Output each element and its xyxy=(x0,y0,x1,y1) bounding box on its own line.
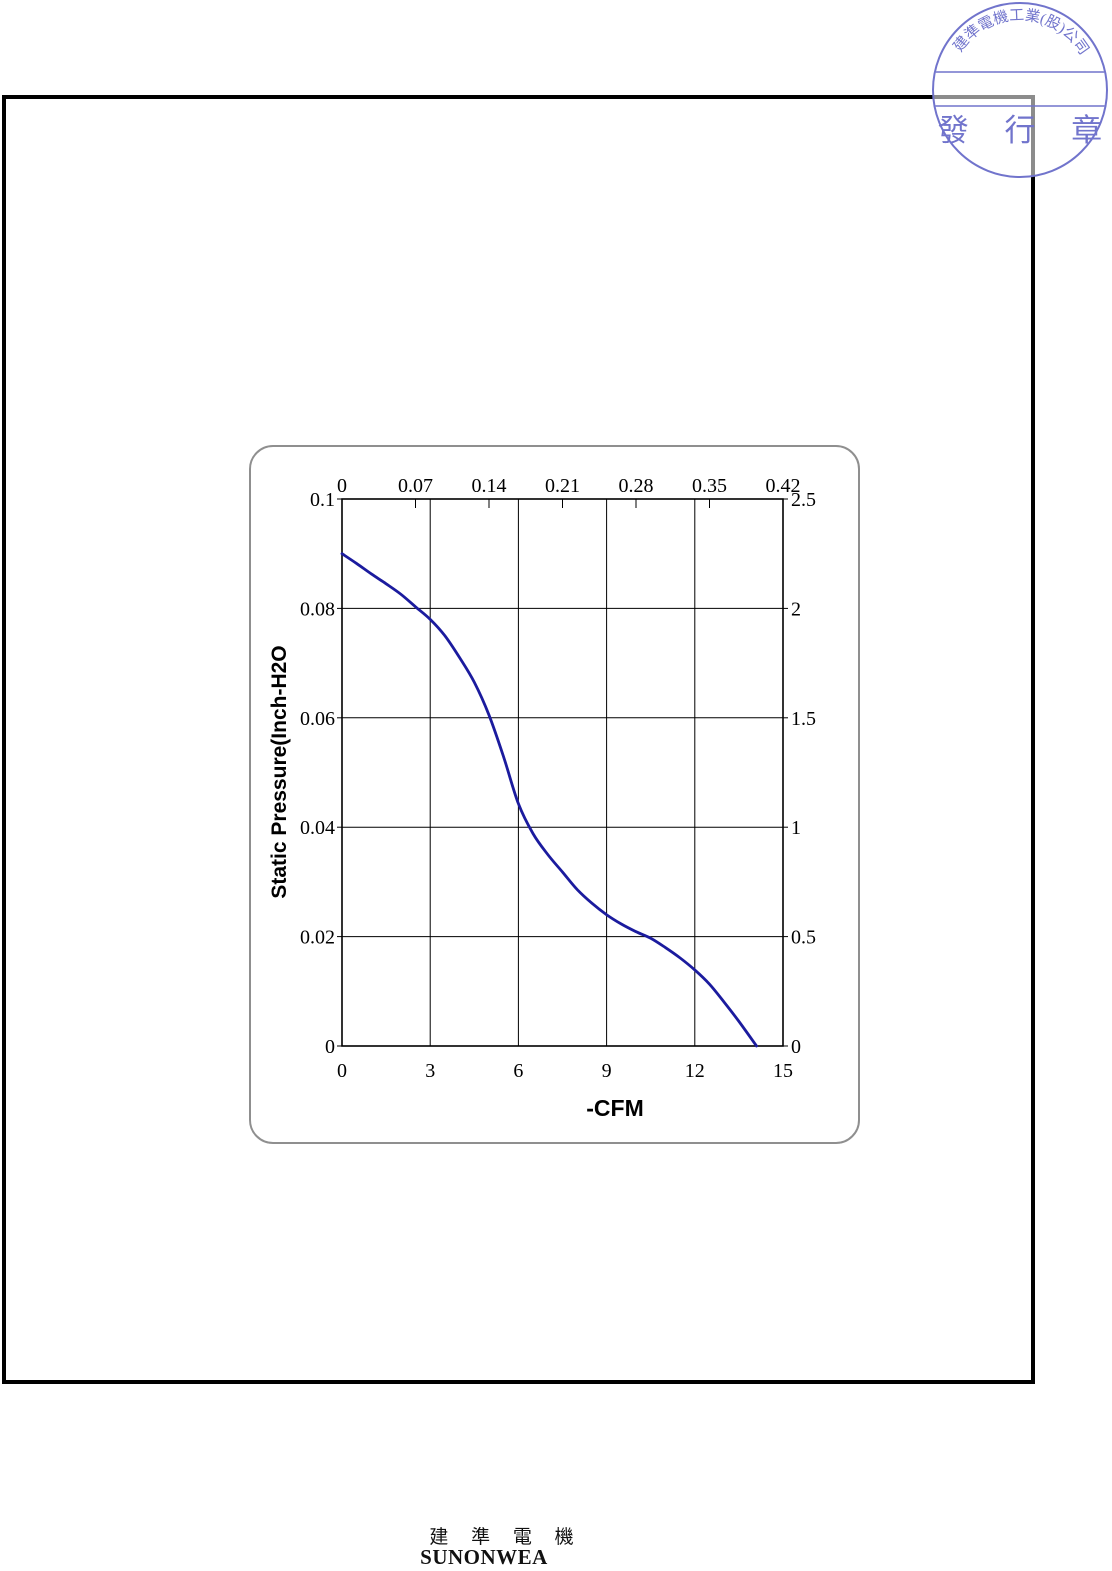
bottom-tick-label: 0 xyxy=(337,1060,347,1082)
right-tick-label: 0 xyxy=(791,1036,801,1058)
left-tick-label: 0.08 xyxy=(300,598,335,620)
company-stamp: 建準電機工業(股)公司 發 行 章 xyxy=(932,2,1112,178)
left-tick-label: 0.02 xyxy=(300,927,335,949)
right-tick-label: 0.5 xyxy=(791,927,816,949)
stamp-box-text: 發 行 章 xyxy=(938,113,1112,148)
top-tick-label: 0.14 xyxy=(472,475,507,497)
pq-chart-frame: 0 0.07 0.14 0.21 0.28 0.35 0.42 0 3 6 9 12 15 0.1 0.08… xyxy=(249,445,860,1144)
pq-chart: 0 0.07 0.14 0.21 0.28 0.35 0.420 3 6 9 12 150.10.08… xyxy=(268,475,816,1121)
right-tick-label: 1 xyxy=(791,817,801,839)
top-tick-label: 0.07 xyxy=(398,475,433,497)
footer-company-latin: SUNONWEA xyxy=(420,1545,548,1569)
chart-tick-labels: 0 0.07 0.14 0.21 0.28 0.35 0.420 3 6 9 12 150.10.08… xyxy=(300,475,816,1082)
stamp-band xyxy=(934,71,1106,107)
bottom-tick-label: 3 xyxy=(425,1060,435,1082)
stamp-circle xyxy=(932,2,1108,178)
bottom-tick-label: 15 xyxy=(773,1060,793,1082)
left-tick-label: 0 xyxy=(325,1036,335,1058)
right-tick-label: 2 xyxy=(791,598,801,620)
right-tick-label: 2.5 xyxy=(791,489,816,511)
bottom-tick-label: 12 xyxy=(685,1060,705,1082)
top-tick-label: 0.21 xyxy=(545,475,580,497)
bottom-tick-label: 6 xyxy=(513,1060,523,1082)
left-tick-label: 0.04 xyxy=(300,817,335,839)
chart-ticks xyxy=(337,498,788,1047)
right-tick-label: 1.5 xyxy=(791,708,816,730)
left-tick-label: 0.06 xyxy=(300,708,335,730)
x-axis-title: -CFM xyxy=(586,1095,643,1121)
top-tick-label: 0.28 xyxy=(619,475,654,497)
top-tick-label: 0.35 xyxy=(692,475,727,497)
chart-gridlines xyxy=(342,499,783,1046)
pq-curve xyxy=(340,552,758,1048)
top-tick-label: 0 xyxy=(337,475,347,497)
y-axis-title: Static Pressure(Inch-H2O xyxy=(268,645,291,898)
bottom-tick-label: 9 xyxy=(602,1060,612,1082)
footer-company-cjk: 建 準 電 機 xyxy=(429,1527,583,1548)
top-tick-label: 0.42 xyxy=(766,475,801,497)
plot-border xyxy=(341,498,784,1047)
page-border xyxy=(2,95,1035,1384)
left-tick-label: 0.1 xyxy=(310,489,335,511)
